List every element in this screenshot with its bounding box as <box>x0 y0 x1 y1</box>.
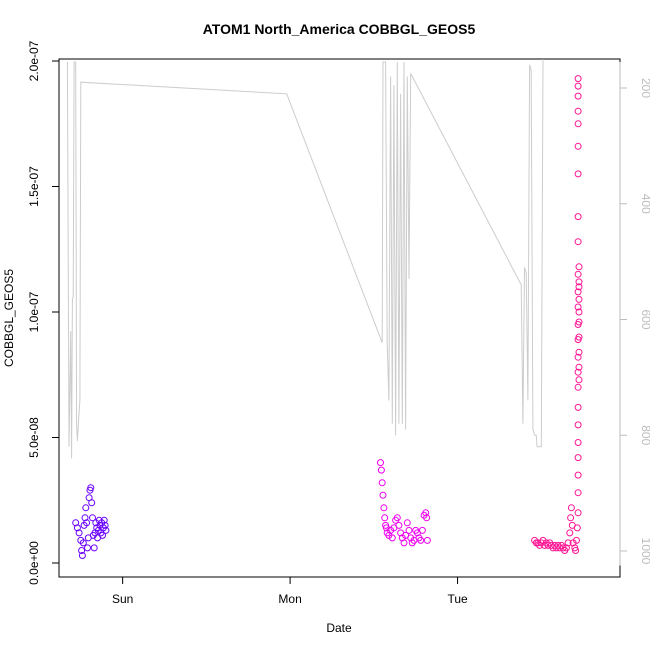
data-point <box>574 368 582 376</box>
data-point <box>575 376 583 384</box>
data-point <box>564 539 572 547</box>
y-tick-label: 1.5e-07 <box>27 166 41 207</box>
data-point <box>575 283 583 291</box>
data-point <box>87 484 95 492</box>
data-point <box>88 499 96 507</box>
data-point <box>83 519 91 527</box>
data-point <box>574 288 582 296</box>
data-point <box>377 466 385 474</box>
right-tick-label: 400 <box>639 194 650 214</box>
data-points-layer <box>72 75 583 559</box>
data-point <box>82 504 90 512</box>
x-axis: Sun Mon Tue <box>112 577 468 606</box>
plot-frame <box>58 58 621 578</box>
x-tick-label: Sun <box>112 592 133 606</box>
data-point <box>574 471 582 479</box>
data-point <box>379 491 387 499</box>
data-point <box>574 142 582 150</box>
data-point <box>575 348 583 356</box>
data-point <box>574 213 582 221</box>
chart-title: ATOM1 North_America COBBGL_GEOS5 <box>203 21 476 37</box>
data-point <box>405 526 413 534</box>
y-axis-right: 200 400 600 800 1000 <box>619 61 650 566</box>
y-tick-label: 1.0e-07 <box>27 291 41 332</box>
y-tick-label: 2.0e-07 <box>27 40 41 81</box>
data-point <box>573 536 580 544</box>
data-point <box>572 547 580 554</box>
y-axis-left: 0.0e+00 5.0e-08 1.0e-07 1.5e-07 2.0e-07 <box>27 40 59 585</box>
data-point <box>100 516 108 524</box>
right-tick-label: 800 <box>639 425 650 445</box>
data-point <box>79 539 87 547</box>
data-point <box>575 318 583 326</box>
right-tick-label: 1000 <box>639 538 650 565</box>
data-point <box>574 107 582 115</box>
right-tick-label: 200 <box>639 78 650 98</box>
data-point <box>574 353 582 361</box>
data-point <box>574 439 582 446</box>
data-point <box>574 92 582 100</box>
data-point <box>423 536 431 544</box>
data-point <box>575 363 583 371</box>
data-point <box>423 514 431 522</box>
pressure-line-layer <box>66 59 544 459</box>
data-point <box>84 544 91 552</box>
data-point <box>574 270 582 278</box>
data-point <box>81 514 89 522</box>
x-tick-label: Mon <box>278 592 301 606</box>
data-point <box>381 514 389 522</box>
right-tick-label: 600 <box>639 309 650 329</box>
y-axis-title: COBBGL_GEOS5 <box>2 269 16 367</box>
data-point <box>574 421 582 429</box>
pressure-line <box>66 59 544 459</box>
y-tick-label: 5.0e-08 <box>27 417 41 458</box>
y-tick-label: 0.0e+00 <box>27 541 41 585</box>
data-point <box>567 504 575 512</box>
data-point <box>574 170 582 178</box>
data-point <box>378 479 386 487</box>
data-point <box>78 547 86 554</box>
data-point <box>573 524 581 532</box>
data-point <box>575 263 583 271</box>
data-point <box>101 521 109 529</box>
data-point <box>574 454 582 462</box>
data-point <box>575 333 583 341</box>
data-point <box>417 536 425 544</box>
data-point <box>575 308 583 316</box>
data-point <box>574 509 582 517</box>
data-point <box>388 534 396 542</box>
data-point <box>575 278 583 286</box>
data-point <box>377 459 384 467</box>
data-point <box>566 529 574 537</box>
data-point <box>99 531 106 539</box>
data-point <box>574 489 582 497</box>
data-point <box>574 238 582 246</box>
data-point <box>380 504 388 512</box>
data-point <box>562 544 570 552</box>
data-point <box>574 120 582 128</box>
data-point <box>574 403 582 411</box>
data-point <box>90 544 98 552</box>
data-point <box>102 526 110 534</box>
data-point <box>574 82 582 90</box>
data-point <box>418 526 426 534</box>
data-point <box>78 552 86 559</box>
data-point <box>574 303 582 311</box>
x-tick-label: Tue <box>447 592 468 606</box>
data-point <box>75 529 83 537</box>
data-point <box>574 383 582 391</box>
data-point <box>574 75 582 83</box>
data-point <box>393 514 401 522</box>
data-point <box>395 521 403 529</box>
data-point <box>73 524 81 532</box>
data-point <box>400 539 408 547</box>
data-point <box>403 519 411 527</box>
data-point <box>422 509 430 517</box>
x-axis-title: Date <box>326 621 352 635</box>
data-point <box>89 514 96 522</box>
data-point <box>575 295 583 303</box>
data-point <box>567 514 575 522</box>
